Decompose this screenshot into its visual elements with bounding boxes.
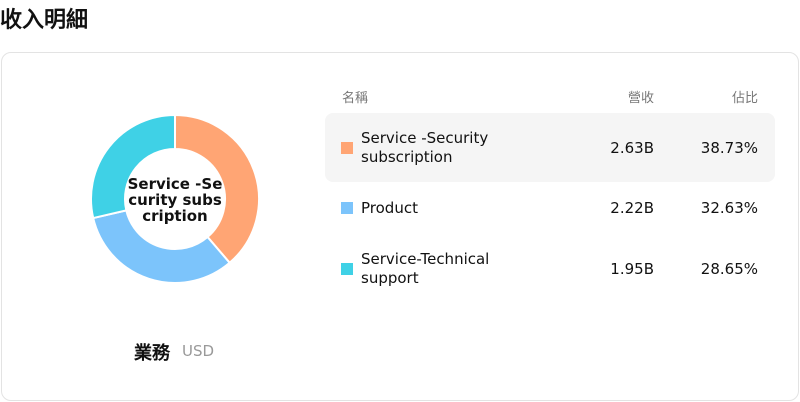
percent-value: 28.65%: [700, 260, 758, 278]
percent-value: 32.63%: [700, 199, 758, 217]
donut-slice: [90, 113, 176, 220]
legend-swatch: [341, 142, 353, 154]
page-title: 收入明細: [0, 8, 89, 33]
row-highlight: [325, 113, 775, 182]
donut-slice: [174, 113, 260, 265]
center-label: Service -Security subscription: [127, 175, 223, 225]
legend-swatch: [341, 202, 353, 214]
revenue-value: 2.63B: [610, 139, 654, 157]
column-header: 佔比: [731, 91, 758, 106]
category-name: Service-Technical support: [361, 250, 490, 287]
unit-label: USD: [182, 342, 215, 360]
chart-title: 業務: [134, 343, 170, 364]
percent-value: 38.73%: [700, 139, 758, 157]
category-name: Product: [361, 198, 418, 217]
donut-slice: [91, 209, 232, 284]
legend-swatch: [341, 263, 353, 275]
column-header: 營收: [627, 91, 654, 106]
panel: [1, 52, 799, 401]
donut-chart: [90, 113, 260, 284]
revenue-value: 1.95B: [610, 260, 654, 278]
column-header: 名稱: [342, 91, 369, 106]
category-name: Service -Security subscription: [361, 129, 489, 166]
revenue-value: 2.22B: [610, 199, 654, 217]
